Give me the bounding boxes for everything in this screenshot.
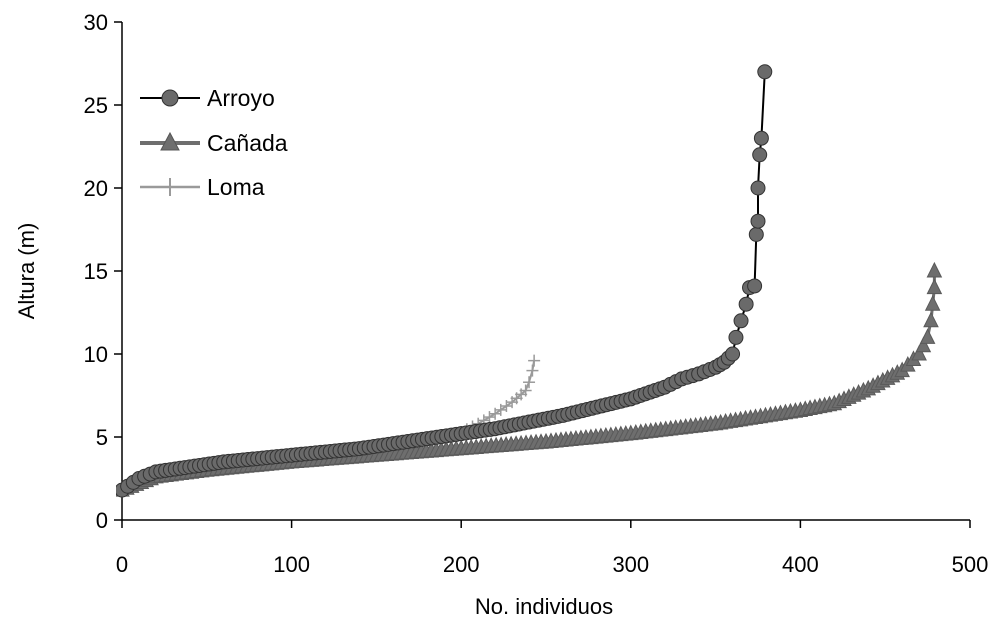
data-point-arroyo xyxy=(750,180,766,196)
data-point-canada xyxy=(924,295,941,311)
x-tick-label: 400 xyxy=(782,552,819,577)
data-point-arroyo xyxy=(757,64,773,80)
data-point-arroyo xyxy=(748,226,764,242)
data-point-loma xyxy=(483,411,496,424)
data-point-loma xyxy=(528,354,541,367)
legend-label-canada: Cañada xyxy=(207,130,288,156)
data-point-canada xyxy=(911,344,927,361)
data-point-loma xyxy=(523,376,536,389)
x-tick-label: 100 xyxy=(273,552,310,577)
data-point-canada xyxy=(926,278,943,295)
legend-item-arroyo: Arroyo xyxy=(140,85,275,111)
data-point-canada xyxy=(923,311,939,328)
data-point-canada xyxy=(915,336,932,353)
y-tick-label: 10 xyxy=(84,342,108,367)
x-ticks: 0 100 200 300 400 500 xyxy=(116,520,988,577)
legend-item-canada: Cañada xyxy=(140,130,288,156)
data-point-arroyo xyxy=(752,147,768,163)
legend: Arroyo Cañada Loma xyxy=(140,85,288,200)
y-tick-label: 5 xyxy=(96,425,108,450)
data-point-canada xyxy=(919,328,936,344)
data-point-arroyo xyxy=(733,313,749,329)
data-point-arroyo xyxy=(738,296,754,312)
legend-label-loma: Loma xyxy=(207,174,265,200)
x-tick-label: 300 xyxy=(612,552,649,577)
legend-marker-canada xyxy=(160,131,180,151)
series-layer xyxy=(116,64,943,498)
x-tick-label: 200 xyxy=(443,552,480,577)
x-axis-title: No. individuos xyxy=(475,594,613,619)
data-point-loma xyxy=(519,384,532,397)
y-tick-label: 30 xyxy=(84,10,108,35)
legend-item-loma: Loma xyxy=(140,174,265,200)
data-point-arroyo xyxy=(747,278,763,294)
data-point-arroyo xyxy=(753,130,769,146)
y-ticks: 0 5 10 15 20 25 30 xyxy=(84,10,122,533)
legend-label-arroyo: Arroyo xyxy=(207,85,275,111)
data-point-arroyo xyxy=(728,329,744,345)
data-point-loma xyxy=(526,364,539,377)
x-tick-label: 0 xyxy=(116,552,128,577)
y-tick-label: 25 xyxy=(84,93,108,118)
legend-marker-arroyo xyxy=(161,89,179,107)
x-tick-label: 500 xyxy=(952,552,989,577)
y-axis-title: Altura (m) xyxy=(14,223,39,320)
series-arroyo xyxy=(116,64,773,498)
data-point-canada xyxy=(926,261,943,278)
data-point-arroyo xyxy=(750,213,766,229)
y-tick-label: 0 xyxy=(96,508,108,533)
data-point-arroyo xyxy=(725,346,741,362)
y-tick-label: 20 xyxy=(84,176,108,201)
y-tick-label: 15 xyxy=(84,259,108,284)
